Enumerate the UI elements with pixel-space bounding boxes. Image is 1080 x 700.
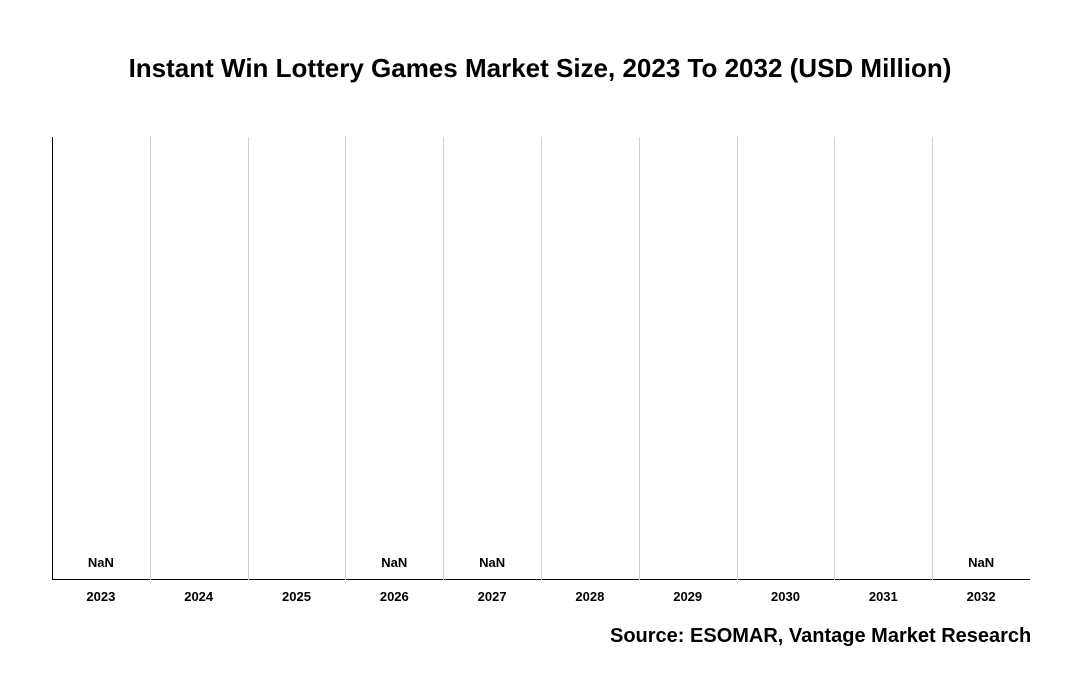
chart-container: Instant Win Lottery Games Market Size, 2…: [0, 0, 1080, 700]
plot-area: 2023NaN202420252026NaN2027NaN20282029203…: [52, 137, 1030, 580]
vertical-gridline: [345, 137, 346, 580]
vertical-gridline: [639, 137, 640, 580]
vertical-gridline: [150, 137, 151, 580]
nan-value-label: NaN: [88, 555, 114, 570]
x-tick-label: 2026: [380, 589, 409, 604]
nan-value-label: NaN: [968, 555, 994, 570]
vertical-gridline: [932, 137, 933, 580]
vertical-gridline: [443, 137, 444, 580]
x-tick-label: 2025: [282, 589, 311, 604]
vertical-gridline: [737, 137, 738, 580]
nan-value-label: NaN: [381, 555, 407, 570]
x-tick-label: 2032: [967, 589, 996, 604]
x-tick-label: 2027: [478, 589, 507, 604]
source-attribution: Source: ESOMAR, Vantage Market Research: [610, 625, 1031, 648]
chart-title: Instant Win Lottery Games Market Size, 2…: [0, 53, 1080, 84]
nan-value-label: NaN: [479, 555, 505, 570]
x-tick-label: 2029: [673, 589, 702, 604]
vertical-gridline: [541, 137, 542, 580]
x-tick-label: 2031: [869, 589, 898, 604]
x-tick-label: 2028: [575, 589, 604, 604]
vertical-gridline: [248, 137, 249, 580]
x-tick-label: 2024: [184, 589, 213, 604]
y-axis-line: [52, 137, 53, 580]
x-tick-label: 2023: [86, 589, 115, 604]
vertical-gridline: [834, 137, 835, 580]
x-tick-label: 2030: [771, 589, 800, 604]
